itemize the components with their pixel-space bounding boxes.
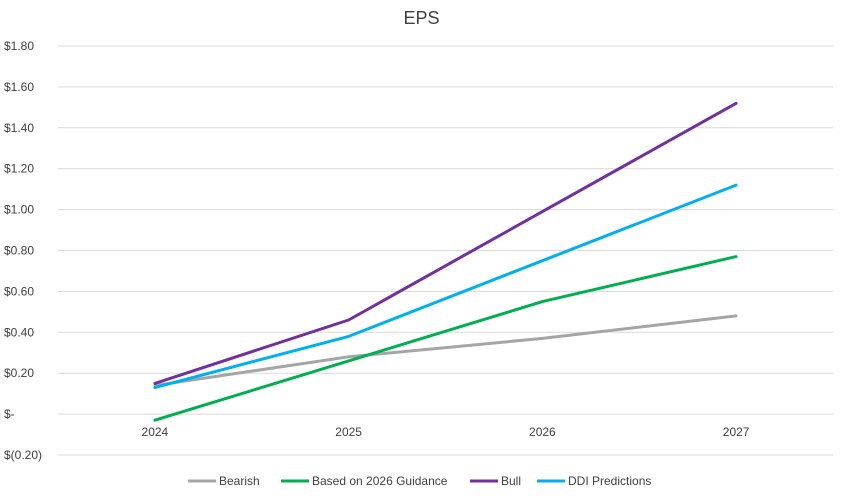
series-lines bbox=[153, 101, 738, 422]
x-tick-label: 2026 bbox=[529, 425, 556, 439]
legend-item: Based on 2026 Guidance bbox=[281, 474, 448, 488]
series-line-ddi-predictions bbox=[153, 183, 738, 389]
y-tick-label: $0.40 bbox=[4, 325, 34, 339]
x-tick-label: 2027 bbox=[723, 425, 750, 439]
series-line-bull bbox=[153, 101, 738, 385]
y-tick-label: $(0.20) bbox=[4, 448, 42, 462]
legend-item: DDI Predictions bbox=[537, 474, 651, 488]
y-tick-label: $1.00 bbox=[4, 203, 34, 217]
legend-label: DDI Predictions bbox=[568, 474, 651, 488]
legend-item: Bearish bbox=[188, 474, 260, 488]
y-tick-label: $1.80 bbox=[4, 39, 34, 53]
x-tick-label: 2024 bbox=[142, 425, 169, 439]
y-tick-label: $1.20 bbox=[4, 162, 34, 176]
x-axis-ticks: 2024 2025 2026 2027 bbox=[142, 425, 750, 439]
series-line-based-on-2026-guidance bbox=[153, 255, 738, 422]
y-tick-label: $0.80 bbox=[4, 244, 34, 258]
x-tick-label: 2025 bbox=[335, 425, 362, 439]
chart-title: EPS bbox=[403, 8, 440, 28]
y-axis-ticks: $(0.20) $- $0.20 $0.40 $0.60 $0.80 $1.00 $1.20 $… bbox=[4, 39, 42, 462]
y-tick-label: $1.60 bbox=[4, 80, 34, 94]
legend-label: Bearish bbox=[219, 474, 260, 488]
legend-label: Bull bbox=[501, 474, 521, 488]
y-tick-label: $0.60 bbox=[4, 284, 34, 298]
legend-item: Bull bbox=[470, 474, 521, 488]
series-line-bearish bbox=[153, 314, 738, 387]
y-tick-label: $- bbox=[4, 407, 15, 421]
legend-label: Based on 2026 Guidance bbox=[312, 474, 448, 488]
y-tick-label: $1.40 bbox=[4, 121, 34, 135]
gridlines bbox=[58, 45, 833, 456]
legend: Bearish Based on 2026 Guidance Bull DDI Pre… bbox=[188, 474, 651, 488]
y-tick-label: $0.20 bbox=[4, 366, 34, 380]
